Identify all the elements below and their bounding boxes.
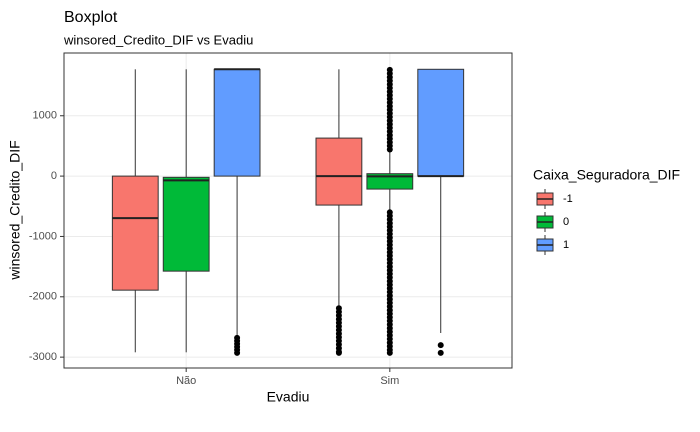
outlier: [386, 349, 393, 356]
legend-label: 1: [563, 239, 569, 251]
panel-border: [63, 52, 513, 369]
x-tick-label: Não: [176, 375, 196, 387]
x-tick-label: Sim: [380, 375, 399, 387]
legend-label: -1: [563, 193, 573, 205]
y-tick-label: -2000: [29, 291, 57, 303]
outlier: [437, 342, 444, 349]
box: [111, 175, 159, 291]
box: [366, 173, 414, 190]
y-tick-label: 0: [51, 170, 57, 182]
y-tick-label: 1000: [33, 110, 57, 122]
outlier: [335, 349, 342, 356]
chart-subtitle: winsored_Credito_DIF vs Evadiu: [63, 32, 253, 47]
outlier: [386, 66, 393, 73]
box: [315, 137, 363, 206]
outlier: [234, 349, 241, 356]
legend-title: Caixa_Seguradora_DIF: [533, 167, 680, 183]
y-axis-label: winsored_Credito_DIF: [7, 140, 23, 280]
box: [417, 68, 465, 177]
y-tick-label: -3000: [29, 351, 57, 363]
y-tick-label: -1000: [29, 230, 57, 242]
x-axis-label: Evadiu: [267, 389, 310, 405]
box: [213, 68, 261, 177]
legend-label: 0: [563, 216, 569, 228]
box: [162, 176, 210, 272]
outlier: [437, 349, 444, 356]
chart-title: Boxplot: [64, 9, 118, 26]
